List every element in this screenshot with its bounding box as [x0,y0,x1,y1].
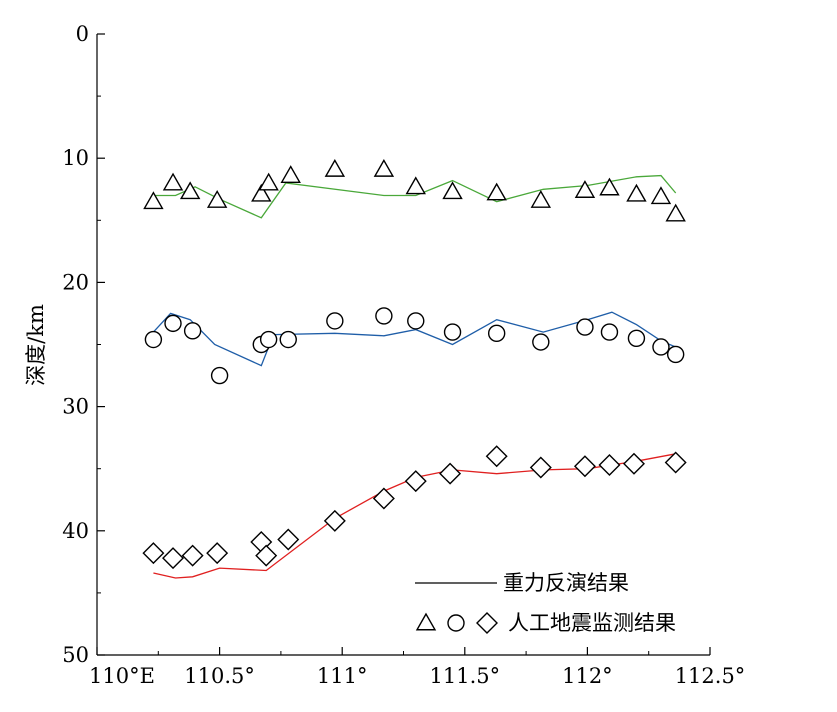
x-tick-label: 110°E [89,664,155,688]
triangle-marker [162,172,184,191]
diamond-marker [181,544,204,567]
diamond-marker [439,462,462,485]
gravity-inversion-line-1 [153,174,677,219]
diamond-marker [404,470,427,493]
y-tick-label: 10 [62,146,89,170]
circle-marker [443,323,462,341]
triangle-marker [665,203,686,222]
triangle-marker [530,190,552,208]
y-tick-label: 0 [76,22,89,46]
circle-marker [532,333,550,351]
diamond-marker [323,509,346,532]
circle-marker [259,330,278,349]
triangle-marker [258,172,279,191]
triangle-marker [280,165,301,184]
y-tick-label: 50 [62,643,89,667]
triangle-marker [599,177,620,196]
triangle-marker [179,181,201,200]
circle-marker [164,314,182,333]
circle-marker [183,322,202,340]
circle-marker [652,338,670,356]
circle-marker [666,345,685,364]
triangle-marker [442,181,463,200]
diamond-marker [573,455,596,478]
legend-marker-label: 人工地震监测结果 [508,611,676,635]
diamond-marker [206,542,229,565]
triangle-marker [574,180,596,198]
plot-area [142,158,687,579]
diamond-marker [598,453,621,476]
diamond-marker [529,456,552,479]
triangle-marker [650,186,672,205]
y-tick-label: 40 [62,519,89,543]
diamond-marker [142,542,165,565]
legend-diamond-marker [476,612,498,634]
x-tick-label: 111.5° [429,664,500,688]
triangle-marker [206,190,228,208]
legend-line-label: 重力反演结果 [503,571,629,595]
legend-circle-marker [447,614,465,632]
legend-markers [415,612,498,634]
diamond-marker [485,445,508,468]
x-tick-label: 112° [562,664,613,688]
y-tick-label: 30 [62,395,89,419]
circle-marker [627,329,646,347]
diamond-marker [162,547,185,570]
circle-marker [375,307,393,325]
diamond-marker [255,544,278,567]
circle-marker [279,330,297,349]
triangle-marker [373,158,395,177]
y-tick-label: 20 [62,270,89,294]
circle-marker [487,324,506,343]
diamond-marker [664,451,687,474]
circle-marker [210,366,229,385]
triangle-marker [486,182,507,201]
diamond-marker [277,528,300,551]
circle-marker [326,312,344,330]
x-tick-label: 112.5° [675,664,746,688]
y-axis-title: 深度/km [24,304,48,386]
x-tick-label: 110.5° [184,664,255,688]
circle-marker [407,312,425,330]
diamond-marker [372,487,395,510]
legend-triangle-marker [415,612,437,631]
diamond-marker [622,452,645,475]
triangle-marker [251,183,272,202]
circle-marker [576,318,594,336]
triangle-marker [405,176,426,195]
circle-marker [600,323,619,341]
triangle-marker [324,158,346,177]
legend: 重力反演结果 人工地震监测结果 [415,571,676,635]
triangle-marker [143,191,164,210]
x-tick-label: 111° [317,664,368,688]
triangle-marker [626,183,647,202]
circle-marker [144,330,163,349]
